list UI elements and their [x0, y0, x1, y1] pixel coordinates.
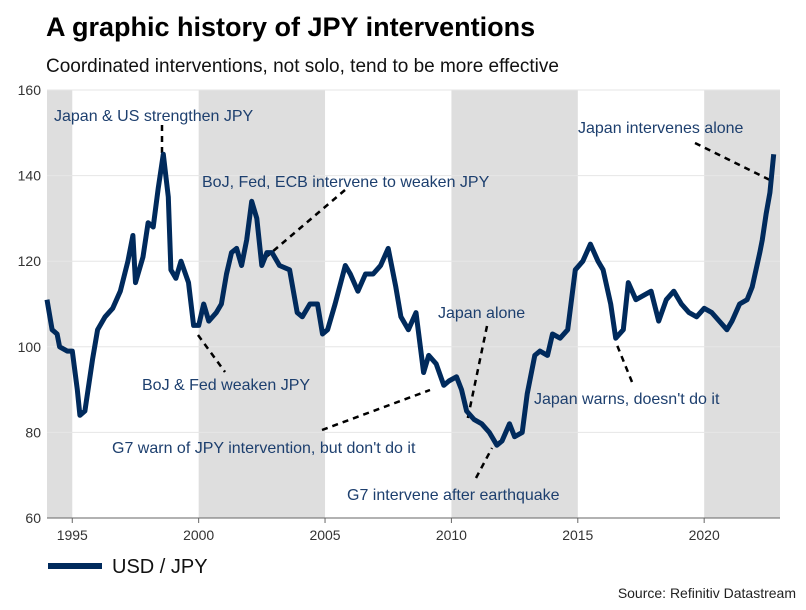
- y-tick-label: 120: [18, 253, 42, 269]
- annotation: BoJ & Fed weaken JPY: [142, 377, 310, 394]
- shaded-band: [451, 90, 578, 518]
- y-tick-label: 160: [18, 82, 42, 98]
- x-tick-label: 2020: [689, 527, 720, 543]
- leader-line: [196, 334, 227, 373]
- leader-line: [615, 344, 634, 383]
- leader-line: [465, 325, 489, 423]
- leader-line: [474, 447, 494, 479]
- legend-label: USD / JPY: [112, 556, 208, 578]
- y-tick-label: 80: [25, 424, 41, 440]
- annotation: G7 intervene after earthquake: [347, 487, 560, 504]
- bands: [47, 90, 780, 518]
- shaded-band: [47, 90, 73, 518]
- x-tick-label: 1995: [57, 527, 88, 543]
- y-tick-label: 140: [18, 168, 42, 184]
- annotation: BoJ, Fed, ECB intervene to weaken JPY: [202, 174, 490, 191]
- x-tick-label: 2005: [309, 527, 340, 543]
- leader-line: [321, 388, 431, 432]
- annotation: G7 warn of JPY intervention, but don't d…: [112, 440, 416, 457]
- y-tick-label: 60: [25, 510, 41, 526]
- x-tick-label: 2000: [183, 527, 214, 543]
- source: Source: Refinitiv Datastream: [618, 585, 796, 601]
- annotation: Japan & US strengthen JPY: [54, 108, 254, 125]
- x-tick-label: 2010: [436, 527, 467, 543]
- chart-subtitle: Coordinated interventions, not solo, ten…: [46, 56, 559, 77]
- annotation: Japan intervenes alone: [578, 120, 744, 137]
- annotation: Japan alone: [438, 305, 525, 322]
- x-tick-label: 2015: [562, 527, 593, 543]
- annotation: Japan warns, doesn't do it: [534, 391, 720, 408]
- leader-line: [694, 141, 771, 182]
- series-line: [44, 151, 777, 448]
- chart-title: A graphic history of JPY interventions: [46, 12, 535, 42]
- leaders: [160, 125, 771, 479]
- y-tick-label: 100: [18, 339, 42, 355]
